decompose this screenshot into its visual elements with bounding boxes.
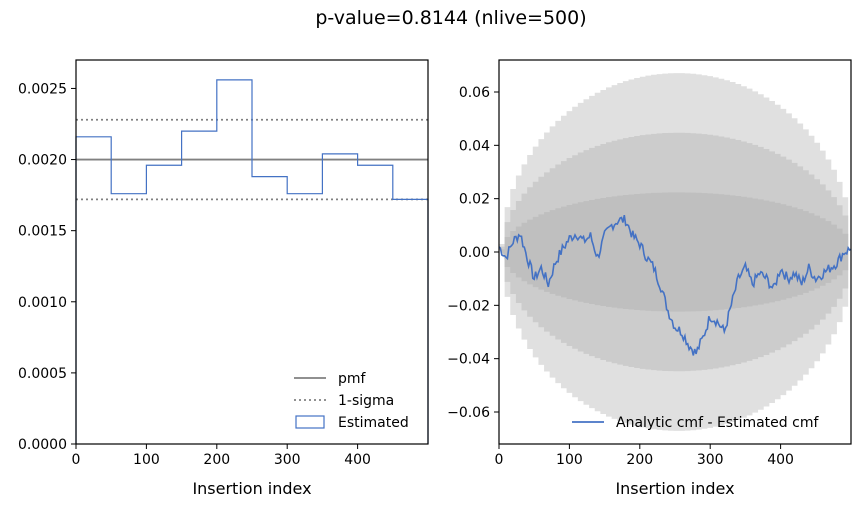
y-tick-label: 0.0005: [18, 366, 67, 382]
y-tick-label: 0.0020: [18, 153, 67, 169]
left-chart-marks: [75, 79, 429, 444]
y-tick-label: −0.02: [447, 298, 490, 314]
y-tick-label: −0.06: [447, 405, 490, 421]
left-chart-ticks: 0 100 200 300 400 0.0000 0.0005 0.0010 0.0015 0.0…: [18, 81, 371, 468]
left-axes-frame: [75, 59, 429, 445]
left-legend: pmf 1-sigma Estimated: [294, 371, 409, 431]
figure-title: p-value=0.8144 (nlive=500): [315, 7, 586, 29]
left-x-axis-label: Insertion index: [192, 479, 311, 498]
x-tick-label: 200: [626, 452, 653, 468]
right-chart-ticks: 0 100 200 300 400 −0.06 −0.04 −0.02 0.00 0.02 0.04…: [447, 85, 794, 468]
sigma-band-1: [499, 192, 849, 312]
legend-estimated-label: Estimated: [338, 415, 409, 431]
right-chart-marks: [498, 73, 852, 431]
right-x-axis-label: Insertion index: [615, 479, 734, 498]
x-tick-label: 400: [344, 452, 371, 468]
left-chart: 0 100 200 300 400 0.0000 0.0005 0.0010 0.0015 0.0…: [18, 59, 429, 498]
y-tick-label: −0.04: [447, 352, 490, 368]
right-chart: 0 100 200 300 400 −0.06 −0.04 −0.02 0.00 0.02 0.04…: [447, 59, 852, 498]
right-legend: Analytic cmf - Estimated cmf: [572, 415, 819, 431]
x-tick-label: 0: [72, 452, 81, 468]
x-tick-label: 100: [556, 452, 583, 468]
legend-sigma-label: 1-sigma: [338, 393, 394, 409]
y-tick-label: 0.0015: [18, 224, 67, 240]
y-tick-label: 0.06: [459, 85, 490, 101]
y-tick-label: 0.0000: [18, 437, 67, 453]
cmf-difference-line: [498, 214, 852, 356]
x-tick-label: 300: [697, 452, 724, 468]
x-tick-label: 400: [767, 452, 794, 468]
y-tick-label: 0.04: [459, 138, 490, 154]
legend-cmf-label: Analytic cmf - Estimated cmf: [616, 415, 819, 431]
x-tick-label: 300: [274, 452, 301, 468]
y-tick-label: 0.00: [459, 245, 490, 261]
y-tick-label: 0.02: [459, 192, 490, 208]
estimated-histogram: [75, 79, 429, 444]
x-tick-label: 200: [203, 452, 230, 468]
legend-estimated-swatch: [295, 415, 325, 429]
y-tick-label: 0.0010: [18, 295, 67, 311]
x-tick-label: 100: [133, 452, 160, 468]
y-tick-label: 0.0025: [18, 81, 67, 97]
x-tick-label: 0: [495, 452, 504, 468]
legend-pmf-label: pmf: [338, 371, 367, 387]
